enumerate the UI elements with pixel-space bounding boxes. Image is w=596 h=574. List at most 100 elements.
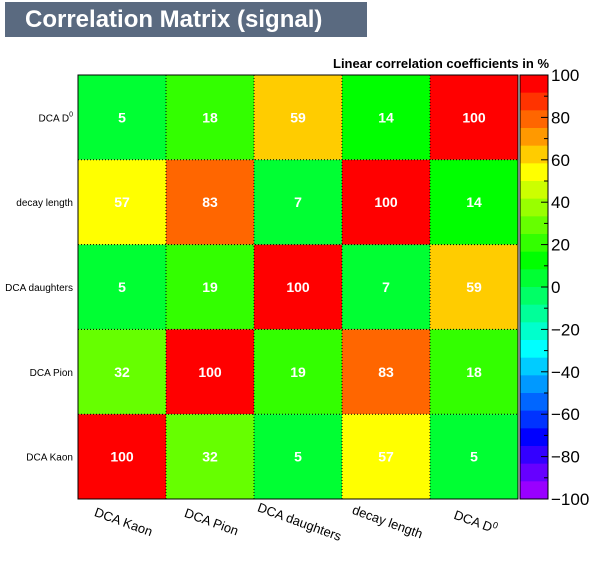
color-scale-tick-label: 60 (551, 151, 570, 170)
y-axis-label: decay length (16, 198, 73, 209)
color-scale-tick-label: −100 (551, 490, 589, 509)
cell-value-label: 100 (286, 279, 310, 295)
heatmap-grid (77, 74, 519, 500)
cell-value-label: 7 (294, 194, 302, 210)
cell-value-label: 100 (374, 194, 398, 210)
heatmap-cells (78, 75, 518, 499)
cell-value-label: 59 (290, 109, 306, 125)
color-scale-band (520, 428, 548, 447)
heatmap-cell (430, 159, 518, 245)
x-axis-label: DCA Pion (182, 505, 240, 538)
color-scale-band (520, 92, 548, 111)
color-scale-band (520, 446, 548, 465)
color-scale-band (520, 198, 548, 217)
y-axis-label: DCA Pion (30, 368, 73, 379)
cell-value-label: 57 (114, 194, 130, 210)
heatmap-cell (430, 414, 518, 499)
color-scale-bar (519, 74, 549, 500)
color-scale-band (520, 163, 548, 182)
color-scale-band (520, 410, 548, 429)
cell-value-label: 18 (202, 109, 218, 125)
color-scale-band (520, 357, 548, 376)
color-scale-tick-label: 100 (551, 66, 579, 85)
heatmap-cell (254, 329, 342, 415)
cell-value-label: 83 (202, 194, 218, 210)
chart-title: Correlation Matrix (signal) (25, 6, 323, 33)
heatmap-cell (78, 244, 166, 330)
color-scale-tick-label: 40 (551, 193, 570, 212)
heatmap-cell (342, 329, 430, 415)
color-scale-band (520, 110, 548, 129)
heatmap-cell (254, 159, 342, 245)
cell-value-label: 32 (202, 449, 218, 465)
cell-value-label: 5 (470, 449, 478, 465)
heatmap-cell (254, 75, 342, 160)
color-scale-band (520, 234, 548, 253)
cell-value-label: 83 (378, 364, 394, 380)
cell-value-label: 100 (462, 109, 486, 125)
chart-subtitle: Linear correlation coefficients in % (333, 56, 549, 71)
heatmap-cell (78, 414, 166, 499)
heatmap-cell (342, 414, 430, 499)
y-axis-label: DCA Kaon (26, 453, 73, 464)
heatmap-cell (166, 159, 254, 245)
x-axis-labels: DCA Kaon DCA Pion DCA daughters decay lengt… (92, 500, 499, 544)
cell-value-label: 14 (378, 109, 394, 125)
x-axis-label: DCA D0 (452, 506, 500, 536)
heatmap-cell (166, 244, 254, 330)
cell-value-label: 19 (290, 364, 306, 380)
cell-value-label: 5 (118, 279, 126, 295)
color-scale-band (520, 145, 548, 164)
color-scale-tick-label: −40 (551, 363, 580, 382)
color-scale-band (520, 287, 548, 306)
heatmap-cell (430, 329, 518, 415)
cell-value-labels: 5 18 59 14 100 57 83 7 100 14 5 19 100 7 59 32 100 19 83 18… (110, 109, 486, 464)
cell-value-label: 57 (378, 449, 394, 465)
color-scale-band (520, 393, 548, 412)
color-scale-band (520, 251, 548, 270)
heatmap-cell (78, 329, 166, 415)
heatmap-cell (430, 244, 518, 330)
y-axis-label: DCA D0 (39, 111, 74, 124)
heatmap-cell (342, 75, 430, 160)
color-scale-tick-label: 80 (551, 108, 570, 127)
heatmap-cell (78, 75, 166, 160)
color-scale-tick-label: −20 (551, 320, 580, 339)
cell-value-label: 19 (202, 279, 218, 295)
cell-value-label: 100 (110, 449, 134, 465)
color-scale-band (520, 75, 548, 94)
cell-value-label: 100 (198, 364, 222, 380)
color-scale-band (520, 463, 548, 482)
color-scale-band (520, 216, 548, 235)
color-scale-tick-labels: 100 80 60 40 20 0 −20 −40 −60 −80 −100 (541, 66, 589, 509)
color-scale-tick-label: 20 (551, 236, 570, 255)
cell-value-label: 18 (466, 364, 482, 380)
color-scale-tick-label: 0 (551, 278, 560, 297)
x-axis-label: decay length (350, 502, 424, 541)
cell-value-label: 14 (466, 194, 482, 210)
color-scale-band (520, 340, 548, 359)
heatmap-cell (342, 244, 430, 330)
heatmap-cell (430, 75, 518, 160)
color-scale-band (520, 181, 548, 200)
color-scale-tick-label: −60 (551, 405, 580, 424)
x-axis-label: DCA Kaon (92, 504, 154, 539)
cell-value-label: 5 (294, 449, 302, 465)
y-axis-label: DCA daughters (5, 283, 73, 294)
heatmap-cell (166, 329, 254, 415)
cell-value-label: 59 (466, 279, 482, 295)
y-axis-labels: DCA D0 decay length DCA daughters DCA Pion D… (5, 111, 73, 463)
color-scale-band (520, 304, 548, 323)
heatmap-cell (78, 159, 166, 245)
plot-frame (77, 74, 519, 500)
chart-title-box: Correlation Matrix (signal) (5, 2, 367, 37)
heatmap-cell (342, 159, 430, 245)
heatmap-cell (254, 414, 342, 499)
x-axis-label: DCA daughters (256, 500, 344, 544)
color-scale-band (520, 128, 548, 147)
heatmap-cell (166, 75, 254, 160)
color-scale-band (520, 322, 548, 341)
color-scale-band (520, 481, 548, 500)
cell-value-label: 5 (118, 109, 126, 125)
